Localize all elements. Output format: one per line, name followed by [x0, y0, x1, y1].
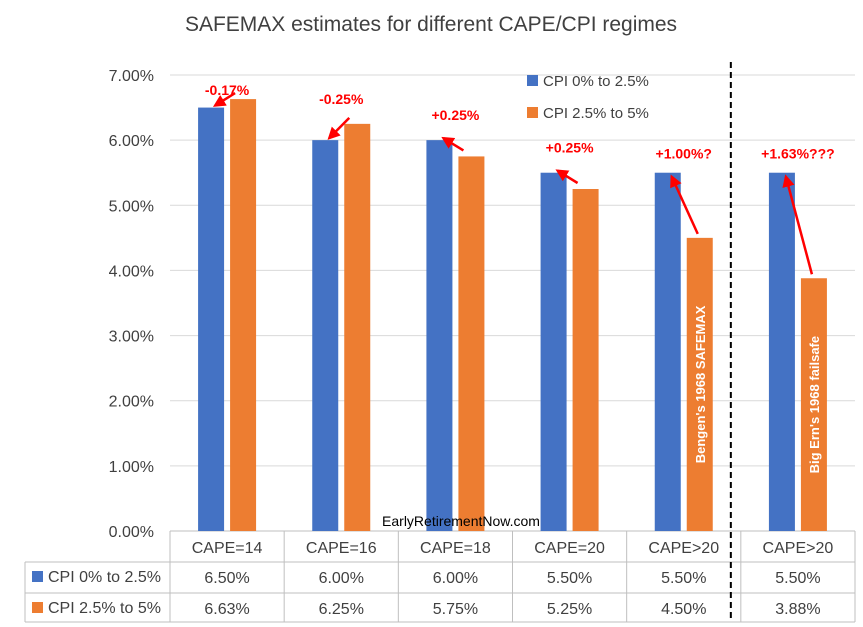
- bar: [572, 189, 599, 531]
- delta-annotation: +1.00%?: [656, 146, 712, 162]
- y-tick-label: 5.00%: [109, 198, 154, 215]
- table-value: 5.75%: [433, 601, 478, 618]
- legend: CPI 0% to 2.5% CPI 2.5% to 5%: [527, 73, 649, 122]
- table-value: 6.00%: [319, 570, 364, 587]
- grid-lines: [170, 74, 855, 532]
- table-value: 6.63%: [204, 601, 249, 618]
- chart-title: SAFEMAX estimates for different CAPE/CPI…: [185, 13, 677, 36]
- table-legend-key: [32, 571, 43, 582]
- delta-annotation: +0.25%: [431, 107, 479, 123]
- delta-annotation: -0.25%: [319, 91, 364, 107]
- delta-annotation: -0.17%: [205, 82, 250, 98]
- delta-arrow: [555, 169, 579, 185]
- bar: [540, 172, 567, 531]
- delta-arrow: [441, 136, 465, 152]
- bar: [800, 278, 827, 531]
- y-tick-label: 0.00%: [109, 524, 154, 541]
- legend-key: [527, 75, 538, 86]
- legend-key: [527, 107, 538, 118]
- bar: [458, 156, 485, 531]
- y-tick-label: 3.00%: [109, 329, 154, 346]
- delta-arrow: [212, 92, 236, 107]
- table-value: 5.50%: [661, 570, 706, 587]
- table-value: 5.50%: [547, 570, 592, 587]
- table-value: 6.00%: [433, 570, 478, 587]
- y-tick-label: 2.00%: [109, 394, 154, 411]
- category-label: CAPE=14: [192, 540, 263, 557]
- data-table: CAPE=14 CAPE=16 CAPE=18 CAPE=20 CAPE>20 CAPE>…: [24, 62, 856, 623]
- bar: [768, 172, 795, 531]
- category-label: CAPE>20: [648, 540, 719, 557]
- bars: Bengen's 1968 SAFEMAX Big Ern's 1968 fail…: [198, 99, 827, 532]
- table-value: 3.88%: [775, 601, 820, 618]
- y-tick-label: 4.00%: [109, 263, 154, 280]
- table-value: 6.25%: [319, 601, 364, 618]
- bar: [312, 140, 339, 531]
- table-value: 6.50%: [204, 570, 249, 587]
- y-axis-ticks: 0.00% 1.00% 2.00% 3.00% 4.00% 5.00% 6.00% 7.00%: [109, 68, 154, 541]
- table-value: 4.50%: [661, 601, 706, 618]
- bar: [426, 140, 453, 531]
- watermark: EarlyRetirementNow.com: [382, 513, 540, 529]
- category-label: CAPE=20: [534, 540, 605, 557]
- table-series-name: CPI 0% to 2.5%: [48, 569, 161, 586]
- table-legend-key: [32, 602, 43, 613]
- delta-annotation: +1.63%???: [761, 146, 835, 162]
- table-series-name: CPI 2.5% to 5%: [48, 600, 161, 617]
- delta-arrow: [670, 174, 699, 235]
- category-label: CAPE=16: [306, 540, 377, 557]
- category-label: CAPE>20: [763, 540, 834, 557]
- y-tick-label: 6.00%: [109, 133, 154, 150]
- delta-arrow: [782, 174, 814, 275]
- bar: [686, 237, 713, 531]
- category-label: CAPE=18: [420, 540, 491, 557]
- bar: [230, 99, 257, 532]
- bar: [344, 123, 371, 531]
- bar: [198, 107, 225, 532]
- table-value: 5.25%: [547, 601, 592, 618]
- bar: [654, 172, 681, 531]
- delta-annotation: +0.25%: [546, 140, 594, 156]
- legend-label: CPI 2.5% to 5%: [543, 105, 649, 122]
- table-value: 5.50%: [775, 570, 820, 587]
- legend-label: CPI 0% to 2.5%: [543, 73, 649, 90]
- y-tick-label: 7.00%: [109, 68, 154, 85]
- bar-label: Big Ern's 1968 failsafe: [807, 336, 822, 474]
- y-tick-label: 1.00%: [109, 459, 154, 476]
- bar-label: Bengen's 1968 SAFEMAX: [693, 305, 708, 463]
- delta-arrow: [327, 116, 351, 140]
- annotation-arrows: -0.17% -0.25% +0.25% +0.25% +1.00%? +1.63%???: [205, 82, 835, 275]
